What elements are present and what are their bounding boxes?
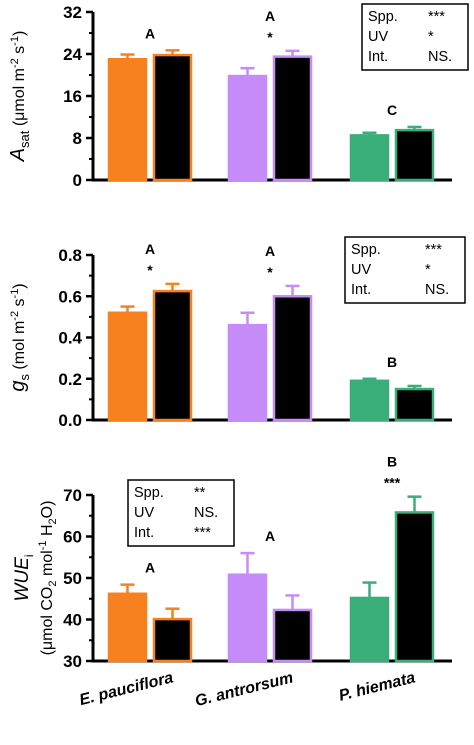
bar-solid-1 [227, 74, 268, 182]
y-tick-label: 70 [63, 486, 82, 505]
y-tick-label: 8 [73, 129, 82, 148]
y-axis-label-line1: WUEi [12, 555, 36, 602]
y-tick-label: 24 [63, 45, 82, 64]
stats-legend-value: * [425, 262, 431, 278]
bar-solid-0 [107, 58, 148, 182]
stats-legend-value: *** [425, 242, 442, 258]
y-axis-label-line2: (μmol CO2 mol-1 H2O) [37, 501, 59, 656]
uv-significance-mark: * [267, 29, 273, 45]
stats-legend-value: *** [194, 525, 211, 541]
uv-significance-mark: * [267, 264, 273, 280]
chart-panel-1: 0 8 16 24 32 Asat (μmol m-2 s-1) A * A C Spp. *** UV… [7, 3, 469, 190]
stats-legend-value: * [428, 29, 434, 45]
stats-legend-value: *** [428, 9, 445, 25]
y-tick-label: 0 [73, 171, 82, 190]
chart-panel-3: 30 40 50 60 70 WUEi(μmol CO2 mol-1 H2O) A A *** B… [12, 454, 452, 671]
stats-legend-value: NS. [194, 505, 218, 521]
group-letter: A [145, 560, 155, 576]
stats-legend-label: UV [134, 505, 154, 521]
bar-solid-2 [349, 134, 390, 182]
group-letter: A [145, 25, 155, 41]
y-tick-label: 30 [63, 652, 82, 671]
category-labels: E. pauciflora G. antrorsum P. hiemata [78, 669, 417, 710]
bar-hatched-2 [394, 128, 435, 182]
y-axis-label: gs (mol m-2 s-1) [7, 283, 32, 391]
bar-hatched-0 [152, 53, 193, 182]
bar-hatched-1 [272, 608, 313, 663]
y-tick-label: 60 [63, 528, 82, 547]
stats-legend-label: UV [368, 29, 388, 45]
chart-panel-2: 0.0 0.2 0.4 0.6 0.8 gs (mol m-2 s-1) * A * A B Spp.… [7, 236, 466, 430]
bar-hatched-0 [152, 617, 193, 663]
group-letter: A [145, 241, 155, 257]
category-label-2: P. hiemata [337, 669, 417, 704]
bar-hatched-1 [272, 55, 313, 182]
stats-legend-border [344, 236, 466, 304]
y-tick-label: 0.4 [58, 329, 82, 348]
group-letter: A [265, 243, 275, 259]
bar-hatched-2 [394, 511, 435, 663]
stats-legend-label: Int. [351, 282, 371, 298]
stats-legend-border [361, 3, 469, 71]
bar-hatched-1 [272, 295, 313, 422]
stats-legend-label: Spp. [351, 242, 381, 258]
group-letter: B [387, 454, 397, 470]
y-tick-label: 0.2 [58, 370, 82, 389]
group-letter: B [387, 354, 397, 370]
y-tick-label: 16 [63, 87, 82, 106]
stats-legend-label: Int. [134, 525, 154, 541]
bar-solid-1 [227, 323, 268, 422]
group-letter: A [265, 8, 275, 24]
stats-legend: Spp. *** UV * Int. NS. [344, 236, 466, 304]
y-tick-label: 0.0 [58, 411, 82, 430]
y-tick-label: 0.6 [58, 287, 82, 306]
bar-solid-2 [349, 596, 390, 663]
y-tick-label: 40 [63, 611, 82, 630]
group-letter: A [265, 528, 275, 544]
stats-legend: Spp. *** UV * Int. NS. [361, 3, 469, 71]
stats-legend-value: NS. [425, 282, 449, 298]
y-tick-label: 0.8 [58, 246, 82, 265]
bar-solid-0 [107, 592, 148, 663]
uv-significance-mark: *** [384, 475, 401, 491]
stats-legend-value: NS. [428, 49, 452, 65]
bar-hatched-0 [152, 289, 193, 422]
stats-legend-border [127, 479, 235, 547]
bar-solid-0 [107, 311, 148, 422]
category-label-0: E. pauciflora [78, 669, 175, 709]
stats-legend-label: Int. [368, 49, 388, 65]
stats-legend-label: Spp. [368, 9, 398, 25]
category-label-1: G. antrorsum [193, 669, 295, 710]
bar-solid-2 [349, 379, 390, 422]
stats-legend-label: Spp. [134, 485, 164, 501]
stats-legend-label: UV [351, 262, 371, 278]
group-letter: C [387, 102, 397, 118]
stats-legend-value: ** [194, 485, 206, 501]
bar-solid-1 [227, 573, 268, 663]
uv-significance-mark: * [147, 262, 153, 278]
stats-legend: Spp. ** UV NS. Int. *** [127, 479, 235, 547]
y-tick-label: 50 [63, 569, 82, 588]
bar-hatched-2 [394, 387, 435, 422]
y-axis-label: Asat (μmol m-2 s-1) [7, 31, 32, 163]
y-tick-label: 32 [63, 3, 82, 22]
